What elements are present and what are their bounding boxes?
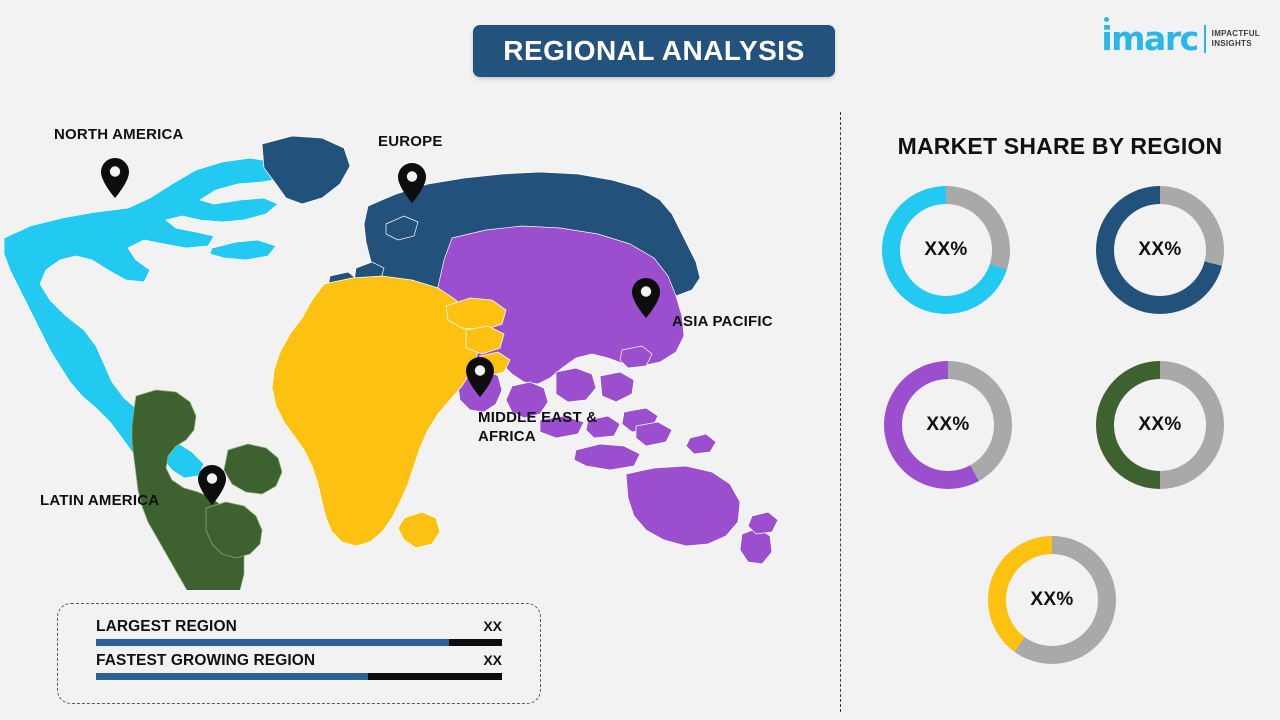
logo-wordmark-text: imarc	[1101, 19, 1199, 58]
map-label-middle-east-africa: MIDDLE EAST & AFRICA	[478, 409, 598, 445]
map-pin-north-america-icon[interactable]	[101, 158, 129, 198]
map-label-europe: EUROPE	[378, 133, 443, 150]
summary-label-fastest-growing-region: FASTEST GROWING REGION	[96, 652, 316, 669]
donut-value-latin-america: XX%	[1138, 414, 1182, 435]
brand-logo: imarc IMPACTFUL INSIGHTS	[1101, 17, 1260, 58]
summary-row-largest-region: LARGEST REGION XX	[96, 618, 502, 646]
logo-tagline-line2: INSIGHTS	[1211, 38, 1252, 48]
donut-value-middle-east-africa: XX%	[1030, 589, 1074, 610]
donut-chart-middle-east-africa: XX%	[988, 536, 1116, 664]
donut-value-asia-pacific: XX%	[926, 414, 970, 435]
summary-track-largest-region	[96, 639, 502, 646]
world-map	[0, 120, 820, 590]
logo-dot-icon	[1104, 17, 1110, 22]
donut-chart-north-america: XX%	[882, 186, 1010, 314]
donut-chart-europe: XX%	[1096, 186, 1224, 314]
logo-tagline: IMPACTFUL INSIGHTS	[1212, 29, 1260, 49]
summary-fill-fastest-growing-region	[96, 673, 369, 680]
market-share-title: MARKET SHARE BY REGION	[897, 133, 1223, 159]
page-title: REGIONAL ANALYSIS	[503, 35, 805, 66]
summary-fill-largest-region	[96, 639, 450, 646]
donut-value-europe: XX%	[1138, 239, 1182, 260]
section-divider	[840, 112, 841, 712]
donut-chart-latin-america: XX%	[1096, 361, 1224, 489]
summary-value-fastest-growing-region: XX	[483, 652, 502, 668]
summary-head: LARGEST REGION XX	[96, 618, 502, 636]
map-pin-latin-america-icon[interactable]	[198, 465, 226, 505]
map-pin-middle-east-africa-icon[interactable]	[466, 357, 494, 397]
donut-hole: XX%	[1114, 204, 1206, 296]
logo-wordmark: imarc	[1101, 17, 1199, 58]
donut-hole: XX%	[902, 379, 994, 471]
logo-tagline-line1: IMPACTFUL	[1211, 28, 1260, 38]
map-pin-asia-pacific-icon[interactable]	[632, 278, 660, 318]
market-share-donut-grid: XX% XX% XX% XX% XX%	[856, 186, 1268, 666]
map-region-greenland	[261, 135, 351, 205]
map-label-latin-america: LATIN AMERICA	[40, 492, 160, 509]
summary-value-largest-region: XX	[483, 618, 502, 634]
region-summary-box: LARGEST REGION XX FASTEST GROWING REGION…	[57, 603, 541, 704]
map-label-north-america: NORTH AMERICA	[54, 126, 184, 143]
donut-hole: XX%	[1006, 554, 1098, 646]
donut-hole: XX%	[900, 204, 992, 296]
summary-row-fastest-growing-region: FASTEST GROWING REGION XX	[96, 652, 502, 680]
summary-label-largest-region: LARGEST REGION	[96, 618, 237, 635]
donut-hole: XX%	[1114, 379, 1206, 471]
logo-divider	[1203, 24, 1206, 53]
summary-head: FASTEST GROWING REGION XX	[96, 652, 502, 670]
page-title-banner: REGIONAL ANALYSIS	[473, 25, 835, 77]
map-region-middle-east-africa	[271, 275, 511, 549]
map-region-latin-america	[131, 389, 283, 590]
summary-track-fastest-growing-region	[96, 673, 502, 680]
donut-chart-asia-pacific: XX%	[884, 361, 1012, 489]
donut-value-north-america: XX%	[924, 239, 968, 260]
map-label-asia-pacific: ASIA PACIFIC	[672, 313, 773, 330]
map-pin-europe-icon[interactable]	[398, 163, 426, 203]
